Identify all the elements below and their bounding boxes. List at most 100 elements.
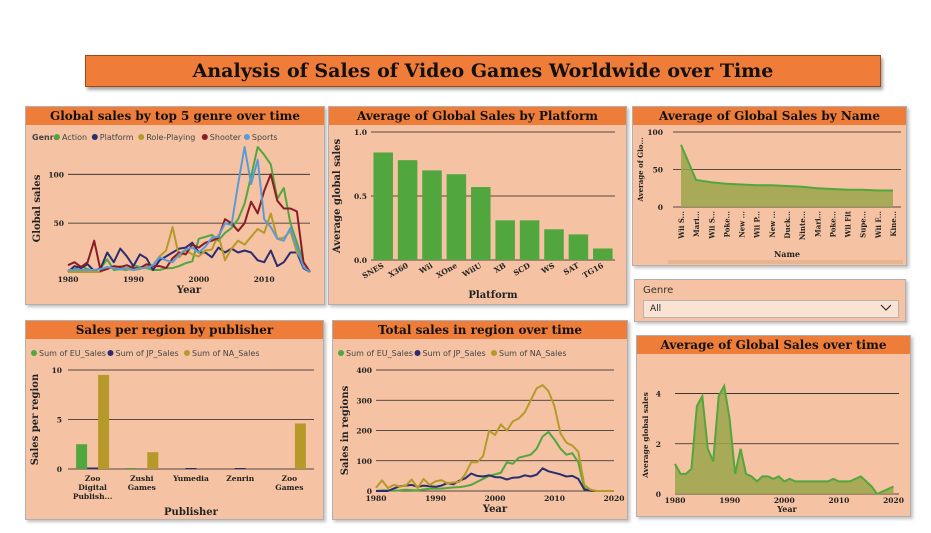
publisher-category-label: Games — [128, 483, 156, 492]
platform-y-tick: 0.0 — [354, 256, 367, 265]
avgtime-x-tick: 1990 — [719, 496, 740, 505]
genre-dropdown[interactable]: All — [643, 300, 899, 318]
genre-slicer: Genre All — [634, 279, 906, 322]
platform-bar — [593, 248, 613, 260]
region-x-label: Year — [482, 504, 508, 515]
genre-x-tick: 2010 — [254, 275, 275, 284]
publisher-legend-label: Sum of EU_Sales — [39, 349, 106, 358]
name-area-fill — [681, 144, 893, 207]
region-legend-label: Sum of JP_Sales — [423, 349, 486, 358]
publisher-category-label: Zenrin — [226, 474, 255, 483]
genre-slicer-label: Genre — [643, 285, 674, 296]
publisher-bar-chart: 0510ZooDigitalPublish...ZushiGamesYumedi… — [30, 349, 314, 518]
platform-bar — [373, 152, 393, 260]
region-legend-label: Sum of NA_Sales — [499, 349, 567, 358]
genre-series-line — [67, 146, 311, 273]
platform-bar — [471, 187, 491, 260]
name-chart-title: Average of Global Sales by Name — [659, 109, 880, 123]
platform-category-label: X360 — [387, 261, 410, 280]
genre-legend-marker — [54, 134, 60, 140]
avgtime-x-tick: 1980 — [665, 496, 686, 505]
genre-legend-marker — [201, 134, 208, 140]
genre-line-chart: 50 100 1980 1990 2000 2010 Year Global sales Gen… — [32, 133, 311, 296]
name-y-tick: 0 — [658, 203, 663, 212]
region-x-tick: 2020 — [604, 494, 625, 503]
publisher-category-label: Zoo — [85, 474, 100, 483]
publisher-bar — [294, 423, 306, 469]
name-x-label: Name — [774, 249, 800, 259]
publisher-legend-marker — [184, 350, 190, 356]
name-category-label: Mari... — [813, 211, 822, 237]
name-panel-header: Average of Global Sales by Name — [633, 107, 906, 125]
genre-x-tick: 2000 — [188, 275, 209, 284]
platform-y-tick: 1.0 — [354, 128, 367, 137]
region-x-tick: 1980 — [366, 494, 387, 503]
genre-panel-header: Global sales by top 5 genre over time — [26, 107, 324, 125]
genre-series-line — [67, 241, 311, 273]
name-category-label: Wii P... — [753, 211, 762, 239]
publisher-legend-label: Sum of NA_Sales — [192, 349, 260, 358]
publisher-bar — [147, 452, 159, 469]
platform-sales-panel: Average of Global Sales by Platform 0.0 0… — [328, 106, 627, 305]
platform-panel-header: Average of Global Sales by Platform — [329, 107, 626, 125]
avg-time-chart-title: Average of Global Sales over time — [660, 338, 887, 352]
publisher-y-tick: 0 — [57, 465, 62, 474]
region-legend-marker — [338, 350, 344, 356]
region-y-tick: 400 — [356, 366, 372, 375]
genre-y-label: Global sales — [32, 174, 43, 242]
genre-y-tick: 50 — [54, 219, 64, 228]
publisher-legend-label: Sum of JP_Sales — [116, 349, 179, 358]
platform-x-label: Platform — [468, 290, 518, 301]
publisher-category-label: Publish... — [73, 492, 113, 501]
genre-legend-marker — [91, 134, 98, 140]
genre-legend-label: Platform — [100, 133, 134, 142]
platform-category-label: WS — [539, 261, 556, 276]
publisher-bar — [234, 468, 246, 469]
publisher-legend-marker — [31, 350, 37, 356]
region-y-label: Sales in regions — [340, 385, 351, 475]
name-y-tick: 50 — [653, 166, 663, 175]
publisher-y-tick: 10 — [52, 366, 62, 375]
avg-time-panel-header: Average of Global Sales over time — [637, 336, 910, 354]
platform-category-label: SCD — [512, 261, 532, 278]
name-sales-panel: Average of Global Sales by Name 0 50 100 Wi… — [632, 106, 907, 266]
genre-legend-marker — [243, 134, 250, 140]
name-category-label: Wii F... — [874, 211, 883, 239]
publisher-category-label: Games — [275, 483, 303, 492]
publisher-bar — [185, 468, 197, 469]
platform-category-label: Wii — [417, 261, 435, 276]
region-series-line — [375, 431, 614, 492]
avgtime-area-fill — [675, 386, 894, 494]
platform-category-label: XOne — [435, 261, 459, 280]
name-y-label: Average of Glo... — [636, 137, 645, 202]
publisher-y-tick: 5 — [57, 416, 62, 425]
publisher-category-label: Zoo — [282, 474, 297, 483]
name-category-label: Poke... — [828, 211, 837, 237]
platform-bar — [446, 174, 467, 260]
region-legend-label: Sum of EU_Sales — [346, 349, 413, 358]
region-y-tick: 0 — [367, 487, 372, 496]
avgtime-x-tick: 2020 — [883, 496, 904, 505]
chevron-down-icon — [880, 304, 892, 315]
platform-bar — [544, 229, 564, 260]
region-y-tick: 300 — [356, 396, 372, 405]
name-y-tick: 100 — [647, 128, 663, 137]
publisher-category-label: Digital — [78, 483, 107, 492]
genre-legend-title: Genre — [32, 133, 60, 142]
name-category-label: Wii S... — [677, 211, 686, 240]
platform-bar — [495, 220, 515, 260]
publisher-bar — [125, 468, 137, 469]
avgtime-y-tick: 4 — [656, 390, 661, 399]
avgtime-x-tick: 2000 — [774, 496, 795, 505]
platform-bar — [519, 220, 540, 260]
region-x-tick: 2000 — [485, 494, 506, 503]
genre-dropdown-value: All — [650, 304, 662, 314]
publisher-bar — [98, 374, 110, 469]
region-series-line — [375, 384, 614, 492]
publisher-chart-title: Sales per region by publisher — [75, 323, 274, 337]
name-category-label: Supe... — [859, 211, 868, 238]
genre-chart-title: Global sales by top 5 genre over time — [50, 109, 300, 123]
name-category-label: Wii S... — [707, 211, 716, 240]
genre-x-label: Year — [176, 285, 202, 296]
platform-y-tick: 0.5 — [354, 192, 367, 201]
